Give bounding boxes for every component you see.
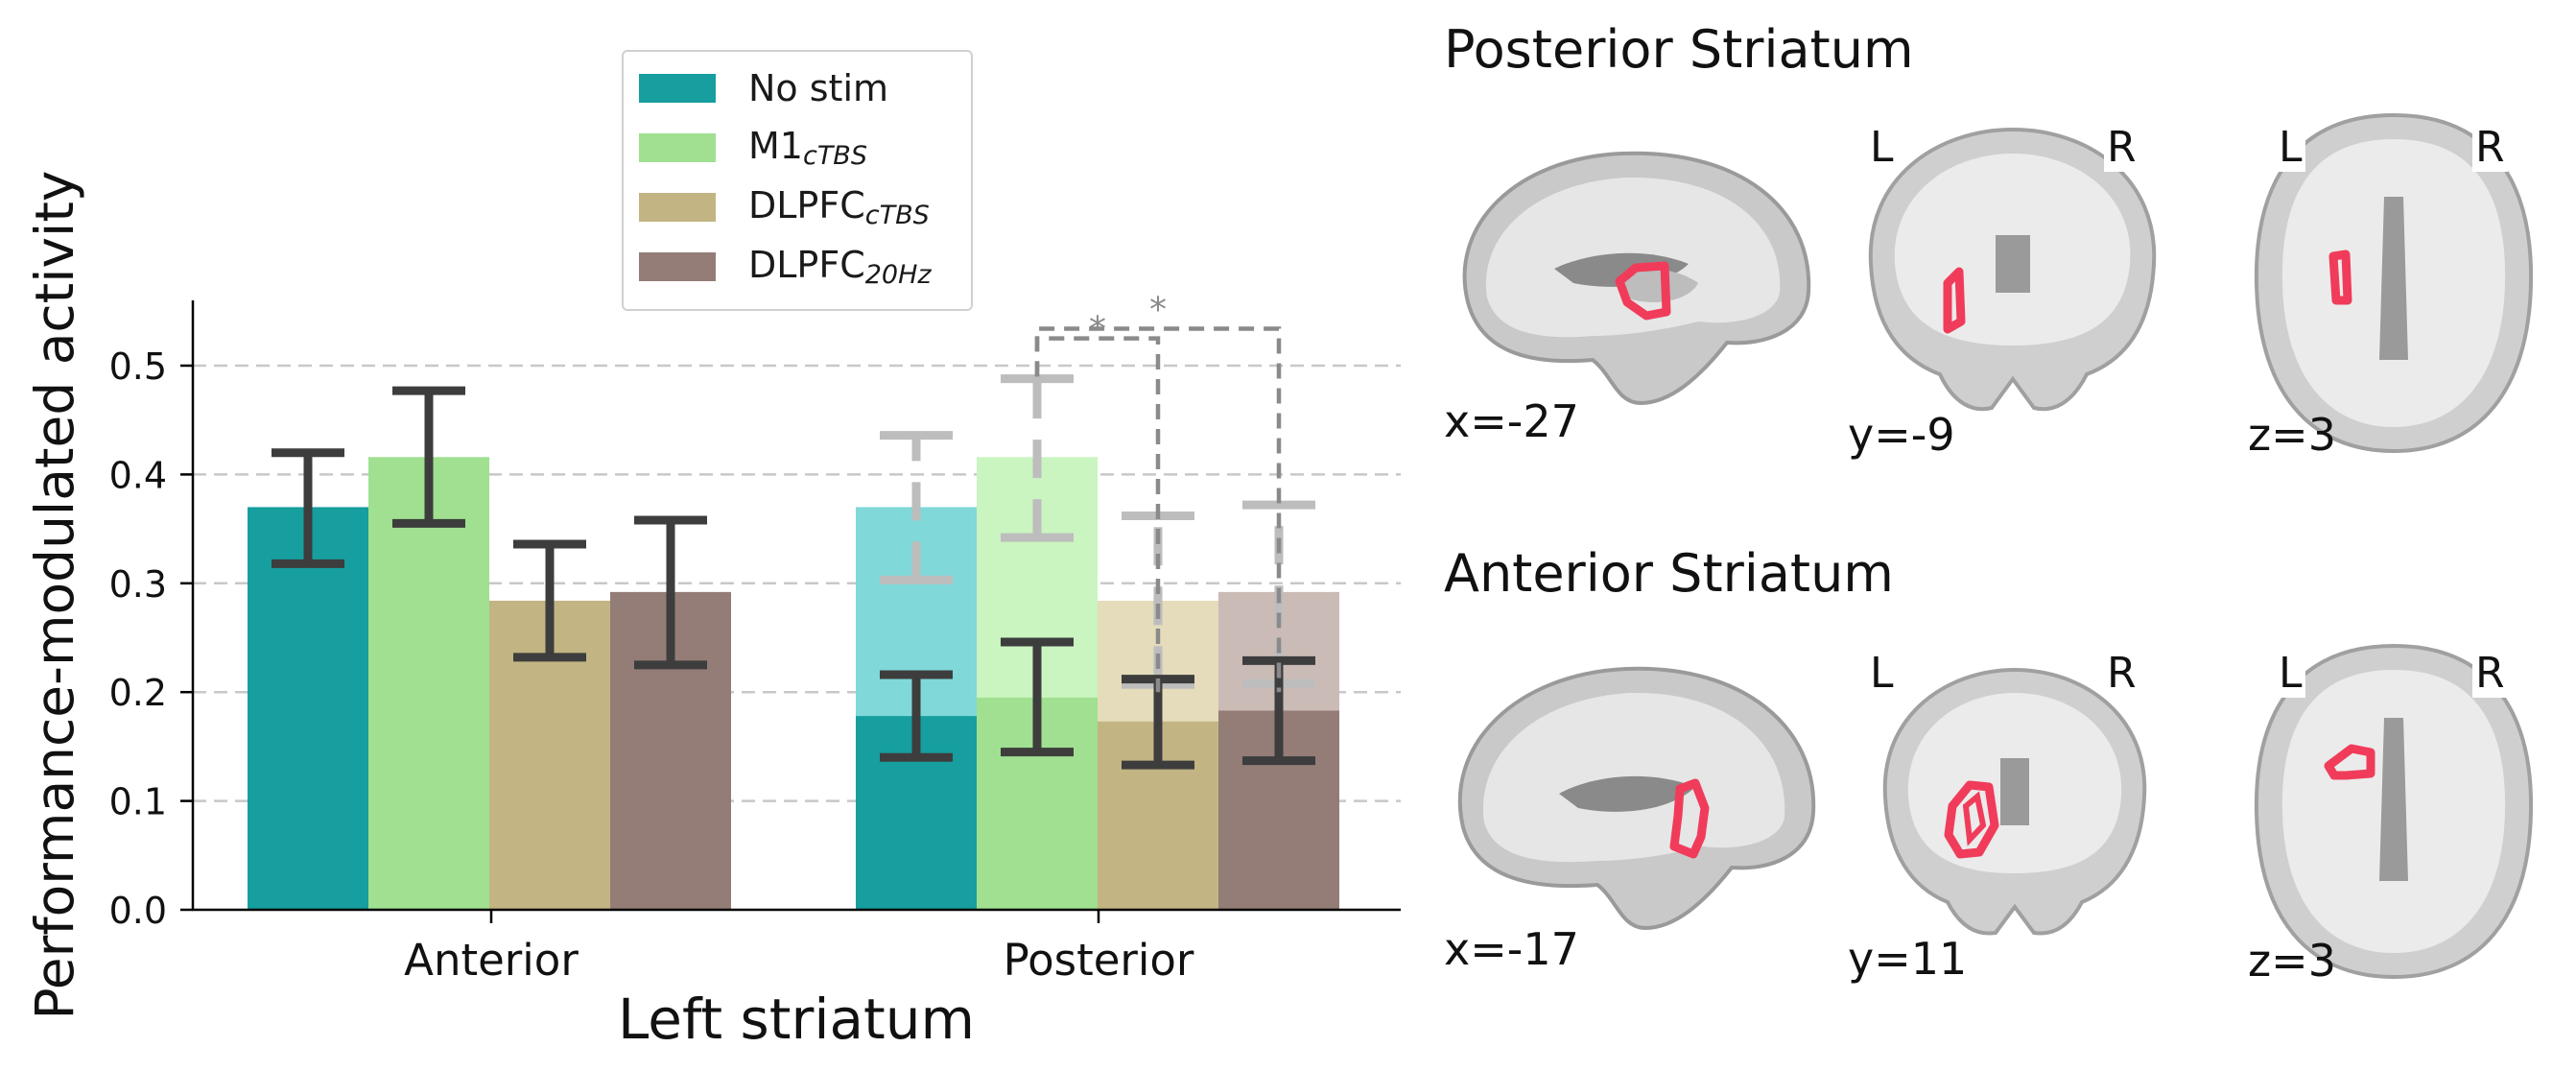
y-tick-label-4: 0.4 [109, 454, 167, 496]
legend-sub-20hz: 20Hz [864, 260, 932, 290]
significance-bracket-1: * [1034, 290, 1282, 693]
bar-anterior-no-stim [248, 507, 368, 910]
coord-label-anterior-x: x=-17 [1444, 923, 1579, 975]
roi-outline [2328, 250, 2352, 305]
y-tick-label-0: 0.0 [109, 890, 167, 932]
legend-swatch-m1-ctbs [639, 133, 716, 162]
axes-group [191, 300, 1401, 912]
brain-coronal-posterior [1868, 127, 2157, 412]
x-tick-label-posterior: Posterior [1004, 935, 1194, 986]
coord-label-posterior-z: z=3 [2248, 409, 2336, 461]
roi-outline [1943, 267, 1966, 334]
y-tick-label-1: 0.1 [109, 781, 167, 823]
legend-swatch-no-stim [639, 74, 716, 103]
orientation-left-posterior-coronal: L [1867, 123, 1897, 172]
ghost-error-bar-posterior-no-stim [880, 431, 953, 584]
legend-item-no-stim: No stim [639, 65, 888, 111]
orientation-right-anterior-coronal: R [2104, 649, 2139, 698]
significance-group: * * [1034, 290, 1282, 693]
legend-item-dlpfc-ctbs: DLPFCcTBS [639, 184, 930, 230]
y-tick-label-2: 0.2 [109, 672, 167, 714]
y-tick-label-5: 0.5 [109, 345, 167, 388]
orientation-left-posterior-axial: L [2276, 123, 2305, 172]
x-axis-label: Left striatum [618, 987, 975, 1052]
orientation-right-anterior-axial: R [2472, 649, 2508, 698]
legend-label-m1: M1 [748, 125, 803, 167]
brain-sagittal-posterior [1462, 151, 1811, 406]
legend-swatch-dlpfc-20hz [639, 252, 716, 281]
brain-coronal-anterior [1882, 667, 2147, 936]
legend-label-dlpfc: DLPFC [748, 184, 865, 226]
orientation-right-posterior-axial: R [2472, 123, 2508, 172]
bars-group [248, 457, 1339, 910]
y-tick-label-3: 0.3 [109, 563, 167, 606]
ghost-error-bar-posterior-m1ctbs [1001, 374, 1074, 542]
error-bar-anterior-dlpfc20hz [634, 515, 707, 670]
roi-outline [1944, 780, 1999, 859]
coord-label-posterior-y: y=-9 [1848, 409, 1955, 461]
brain-axial-anterior [2254, 643, 2534, 980]
orientation-right-posterior-coronal: R [2104, 123, 2139, 172]
legend-label-no-stim: No stim [748, 67, 889, 109]
panel-title-anterior: Anterior Striatum [1444, 543, 1894, 604]
y-ticks-group: 0.0 0.1 0.2 0.3 0.4 0.5 [109, 345, 193, 932]
coord-label-anterior-z: z=3 [2248, 935, 2336, 987]
coord-label-anterior-y: y=11 [1848, 933, 1968, 985]
error-bar-anterior-no-stim [272, 448, 344, 568]
x-tick-label-anterior: Anterior [404, 935, 579, 986]
y-axis-label: Performance-modulated activity [24, 171, 85, 1020]
coord-label-posterior-x: x=-27 [1444, 395, 1579, 447]
legend-sub-ctbs-2: cTBS [864, 201, 930, 230]
legend-item-dlpfc-20hz: DLPFC20Hz [639, 244, 932, 290]
roi-outline [2324, 744, 2375, 780]
roi-outline [1615, 261, 1671, 321]
legend-sub-ctbs: cTBS [802, 141, 867, 171]
bar-anterior-m1ctbs [368, 457, 489, 910]
legend: No stim M1cTBS DLPFCcTBS DLPFC20Hz [622, 50, 973, 311]
legend-item-m1-ctbs: M1cTBS [639, 125, 867, 171]
panel-title-posterior: Posterior Striatum [1444, 19, 1914, 80]
error-bar-posterior-m1ctbs [1001, 637, 1074, 757]
orientation-left-anterior-axial: L [2276, 649, 2305, 698]
roi-outline [1669, 778, 1710, 859]
error-bar-anterior-m1ctbs [392, 386, 465, 528]
significance-line-0 [1034, 336, 1161, 693]
legend-swatch-dlpfc-ctbs [639, 193, 716, 222]
error-bar-posterior-no-stim [880, 670, 953, 762]
error-bar-anterior-dlpfcctbs [513, 539, 586, 662]
x-ticks-group: Anterior Posterior [404, 910, 1194, 986]
orientation-left-anterior-coronal: L [1867, 649, 1897, 698]
legend-label-dlpfc-2: DLPFC [748, 244, 865, 286]
brain-sagittal-anterior [1457, 666, 1816, 931]
significance-star-1: * [1149, 290, 1167, 329]
brain-axial-posterior [2254, 112, 2534, 454]
